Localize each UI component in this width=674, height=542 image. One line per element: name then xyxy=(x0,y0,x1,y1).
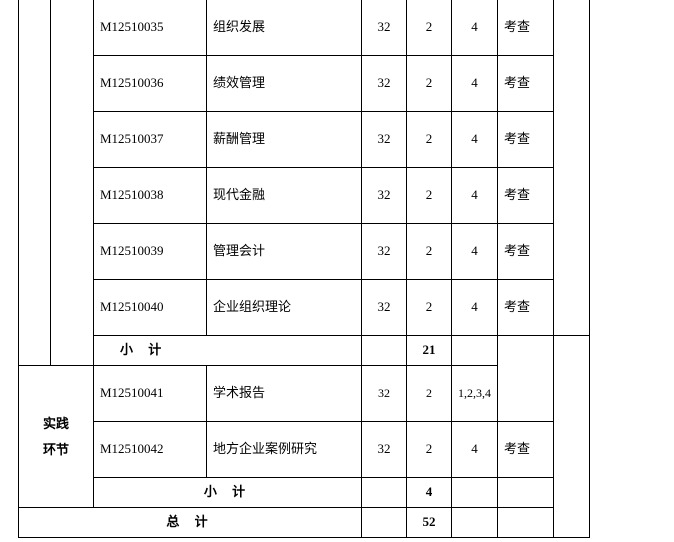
category-line2: 环节 xyxy=(43,442,69,457)
subtotal-c2: 4 xyxy=(407,478,452,508)
course-credits: 2 xyxy=(407,112,452,168)
subtotal-c1 xyxy=(362,336,407,366)
course-code: M12510041 xyxy=(94,366,207,422)
course-hours: 32 xyxy=(362,422,407,478)
tail-col xyxy=(554,336,590,538)
course-semester: 4 xyxy=(452,168,498,224)
category-practice: 实践 环节 xyxy=(19,366,94,508)
total-c1 xyxy=(362,508,407,538)
table-row: M12510036 绩效管理 32 2 4 考查 xyxy=(19,56,590,112)
subtotal-label: 小 计 xyxy=(94,336,362,366)
subtotal-c1 xyxy=(362,478,407,508)
table-row: M12510039 管理会计 32 2 4 考查 xyxy=(19,224,590,280)
course-name: 地方企业案例研究 xyxy=(207,422,362,478)
course-name: 学术报告 xyxy=(207,366,362,422)
tail-col xyxy=(554,0,590,336)
course-hours: 32 xyxy=(362,112,407,168)
course-credits: 2 xyxy=(407,56,452,112)
subtotal-row: 小 计 4 xyxy=(19,478,590,508)
exam-empty xyxy=(498,478,554,508)
course-exam: 考查 xyxy=(498,0,554,56)
table-row: M12510037 薪酬管理 32 2 4 考查 xyxy=(19,112,590,168)
course-name: 组织发展 xyxy=(207,0,362,56)
subtotal-c3 xyxy=(452,478,498,508)
course-exam: 考查 xyxy=(498,224,554,280)
course-semester: 4 xyxy=(452,112,498,168)
subtotal-c3 xyxy=(452,336,498,366)
subtotal-row: 小 计 21 xyxy=(19,336,590,366)
course-hours: 32 xyxy=(362,280,407,336)
course-hours: 32 xyxy=(362,366,407,422)
total-c3 xyxy=(452,508,498,538)
course-name: 绩效管理 xyxy=(207,56,362,112)
course-credits: 2 xyxy=(407,224,452,280)
course-semester: 1,2,3,4 xyxy=(452,366,498,422)
course-code: M12510038 xyxy=(94,168,207,224)
course-semester: 4 xyxy=(452,224,498,280)
course-exam: 考查 xyxy=(498,422,554,478)
category-col-1 xyxy=(19,0,51,366)
course-credits: 2 xyxy=(407,280,452,336)
subtotal-label: 小 计 xyxy=(94,478,362,508)
course-code: M12510042 xyxy=(94,422,207,478)
course-exam: 考查 xyxy=(498,168,554,224)
course-semester: 4 xyxy=(452,0,498,56)
course-code: M12510039 xyxy=(94,224,207,280)
course-credits: 2 xyxy=(407,0,452,56)
course-semester: 4 xyxy=(452,422,498,478)
course-exam: 考查 xyxy=(498,280,554,336)
category-line1: 实践 xyxy=(43,416,69,431)
total-row: 总 计 52 xyxy=(19,508,590,538)
course-exam: 考查 xyxy=(498,112,554,168)
exam-empty xyxy=(498,508,554,538)
total-label: 总 计 xyxy=(19,508,362,538)
course-credits: 2 xyxy=(407,366,452,422)
course-code: M12510040 xyxy=(94,280,207,336)
course-semester: 4 xyxy=(452,56,498,112)
table-row: M12510038 现代金融 32 2 4 考查 xyxy=(19,168,590,224)
course-credits: 2 xyxy=(407,168,452,224)
course-credits: 2 xyxy=(407,422,452,478)
course-hours: 32 xyxy=(362,168,407,224)
course-semester: 4 xyxy=(452,280,498,336)
course-code: M12510035 xyxy=(94,0,207,56)
course-hours: 32 xyxy=(362,0,407,56)
exam-empty xyxy=(498,336,554,422)
course-hours: 32 xyxy=(362,56,407,112)
table-row: M12510040 企业组织理论 32 2 4 考查 xyxy=(19,280,590,336)
course-code: M12510036 xyxy=(94,56,207,112)
table-row: M12510035 组织发展 32 2 4 考查 xyxy=(19,0,590,56)
course-name: 薪酬管理 xyxy=(207,112,362,168)
course-name: 企业组织理论 xyxy=(207,280,362,336)
course-exam: 考查 xyxy=(498,56,554,112)
total-c2: 52 xyxy=(407,508,452,538)
table-row: M12510042 地方企业案例研究 32 2 4 考查 xyxy=(19,422,590,478)
course-name: 现代金融 xyxy=(207,168,362,224)
course-code: M12510037 xyxy=(94,112,207,168)
course-hours: 32 xyxy=(362,224,407,280)
category-col-2 xyxy=(51,0,94,366)
curriculum-table: M12510035 组织发展 32 2 4 考查 M12510036 绩效管理 … xyxy=(18,0,590,538)
subtotal-c2: 21 xyxy=(407,336,452,366)
course-name: 管理会计 xyxy=(207,224,362,280)
